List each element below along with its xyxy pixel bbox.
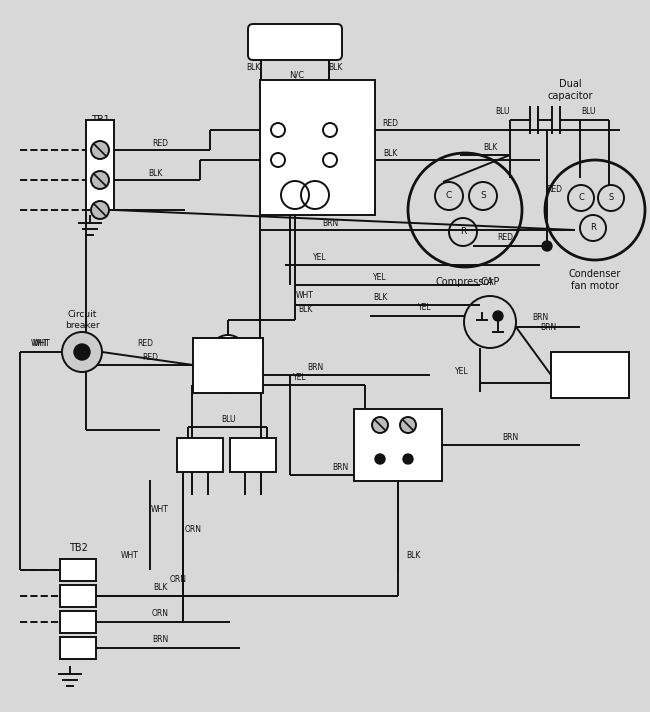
Text: Dual
capacitor: Dual capacitor — [547, 79, 593, 101]
Text: R: R — [460, 228, 466, 236]
Text: YEL: YEL — [313, 253, 327, 263]
Text: BLK: BLK — [328, 63, 342, 73]
Bar — [193, 337, 263, 392]
Text: C1: C1 — [371, 436, 381, 444]
Text: ORN: ORN — [170, 575, 187, 585]
Text: BLK: BLK — [373, 293, 387, 303]
Text: RED: RED — [497, 234, 513, 243]
Text: BLK: BLK — [246, 63, 260, 73]
Text: YEL: YEL — [418, 303, 432, 313]
Text: Compressor: Compressor — [436, 277, 494, 287]
Text: BLK: BLK — [298, 305, 312, 315]
Text: RED: RED — [137, 340, 153, 348]
Text: BRN: BRN — [540, 323, 556, 332]
Bar — [60, 585, 96, 607]
Text: WHT: WHT — [151, 506, 169, 515]
Text: LPS1: LPS1 — [189, 451, 211, 459]
Text: YEL: YEL — [373, 273, 387, 283]
Text: HPS1: HPS1 — [241, 451, 265, 459]
Text: RED: RED — [382, 118, 398, 127]
Text: BRN: BRN — [307, 364, 323, 372]
Bar — [354, 409, 442, 481]
Circle shape — [493, 311, 503, 321]
Text: BLK: BLK — [383, 149, 397, 157]
Text: 11: 11 — [283, 122, 293, 132]
Text: BLK: BLK — [483, 144, 497, 152]
Text: 21: 21 — [335, 122, 345, 132]
Circle shape — [91, 201, 109, 219]
Bar — [60, 637, 96, 659]
Text: WHT: WHT — [121, 550, 139, 560]
Text: Indoor
fan motor: Indoor fan motor — [567, 365, 612, 384]
Text: BLK: BLK — [148, 169, 162, 179]
Text: BRN: BRN — [322, 219, 338, 228]
Text: 1: 1 — [373, 424, 379, 434]
Text: YEL: YEL — [293, 374, 307, 382]
FancyBboxPatch shape — [248, 24, 342, 60]
Text: TB2: TB2 — [68, 543, 88, 553]
Text: BRN: BRN — [502, 432, 518, 441]
Text: BRN: BRN — [532, 313, 548, 323]
Circle shape — [210, 357, 246, 393]
Bar — [60, 559, 96, 581]
Text: BLK: BLK — [153, 584, 167, 592]
Text: BLU: BLU — [495, 108, 509, 117]
Text: BRN: BRN — [152, 636, 168, 644]
Circle shape — [400, 417, 416, 433]
Text: 22: 22 — [335, 152, 345, 162]
Text: IFR: IFR — [390, 448, 406, 458]
Text: ORN: ORN — [151, 609, 168, 619]
Text: RED: RED — [142, 353, 158, 362]
Text: WHT: WHT — [296, 290, 314, 300]
Text: RED: RED — [546, 186, 562, 194]
Bar — [551, 352, 629, 398]
Text: BLU: BLU — [221, 414, 235, 424]
Circle shape — [403, 454, 413, 464]
Text: TB1: TB1 — [90, 115, 109, 125]
Circle shape — [375, 454, 385, 464]
Circle shape — [91, 171, 109, 189]
Bar — [177, 438, 223, 472]
Text: C: C — [75, 643, 81, 653]
Text: S: S — [608, 194, 614, 202]
Text: N/C: N/C — [289, 70, 305, 80]
Text: S: S — [480, 192, 486, 201]
Text: RED: RED — [152, 140, 168, 149]
Circle shape — [74, 344, 90, 360]
Text: C: C — [446, 192, 452, 201]
Circle shape — [62, 332, 102, 372]
Bar — [260, 80, 375, 215]
Text: C1: C1 — [311, 139, 322, 147]
Bar — [230, 438, 276, 472]
Text: C2: C2 — [399, 436, 409, 444]
Bar — [60, 611, 96, 633]
Text: R: R — [590, 224, 596, 233]
Text: R: R — [75, 565, 81, 575]
Text: 12: 12 — [283, 152, 293, 162]
Text: Circuit
breaker: Circuit breaker — [65, 310, 99, 330]
Text: Transformer: Transformer — [201, 360, 255, 370]
Text: G: G — [74, 591, 82, 601]
Text: ORN: ORN — [185, 525, 202, 535]
Text: WHT: WHT — [31, 340, 49, 348]
Circle shape — [91, 141, 109, 159]
Bar — [86, 120, 114, 210]
Text: CC HTR: CC HTR — [274, 37, 316, 47]
Text: 2: 2 — [399, 424, 405, 434]
Text: C: C — [578, 194, 584, 202]
Circle shape — [210, 335, 246, 371]
Text: BLU: BLU — [580, 108, 595, 117]
Circle shape — [372, 417, 388, 433]
Circle shape — [542, 241, 552, 251]
Text: BLK: BLK — [406, 550, 420, 560]
Text: WHT: WHT — [259, 85, 277, 93]
Text: WHT: WHT — [33, 340, 51, 348]
Text: Condenser
fan motor: Condenser fan motor — [569, 269, 621, 290]
Text: BRN: BRN — [332, 463, 348, 471]
Text: Y1: Y1 — [72, 617, 84, 627]
Text: CAP: CAP — [480, 277, 500, 287]
Text: YEL: YEL — [455, 367, 469, 377]
